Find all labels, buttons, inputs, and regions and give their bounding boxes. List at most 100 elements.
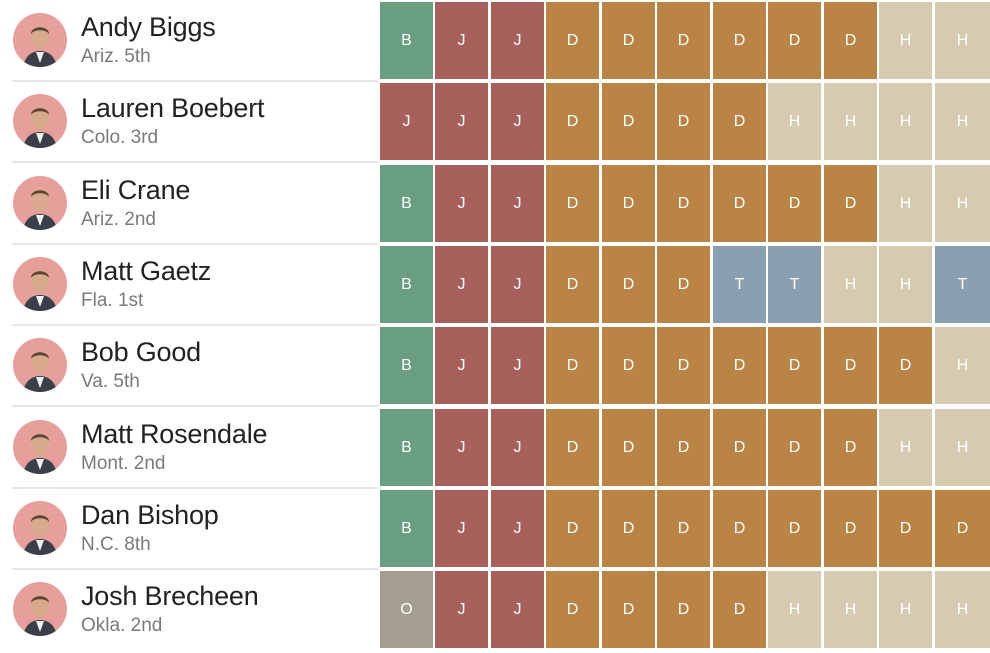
vote-cell: D bbox=[713, 83, 766, 160]
vote-cell: D bbox=[768, 2, 821, 79]
vote-cell: D bbox=[824, 165, 877, 242]
member-name: Lauren Boebert bbox=[81, 93, 265, 123]
vote-cell: D bbox=[602, 246, 655, 323]
vote-cell: H bbox=[935, 2, 990, 79]
vote-cell: D bbox=[546, 83, 599, 160]
member-name: Eli Crane bbox=[81, 175, 191, 205]
vote-cell: D bbox=[657, 327, 710, 404]
member-name: Andy Biggs bbox=[81, 12, 216, 42]
vote-cell: D bbox=[713, 571, 766, 648]
vote-cell: D bbox=[824, 409, 877, 486]
vote-cell: H bbox=[879, 165, 932, 242]
vote-cell: J bbox=[435, 246, 488, 323]
vote-cell: D bbox=[713, 327, 766, 404]
vote-cell: J bbox=[435, 571, 488, 648]
member-info: Bob Good Va. 5th bbox=[12, 325, 378, 406]
vote-cell: H bbox=[879, 246, 932, 323]
vote-cell: D bbox=[546, 409, 599, 486]
vote-cell: D bbox=[768, 409, 821, 486]
vote-cell: D bbox=[546, 165, 599, 242]
table-row: Matt Gaetz Fla. 1st B J J D D D T T H H T bbox=[0, 244, 990, 325]
portrait-icon bbox=[23, 107, 57, 148]
portrait-icon bbox=[23, 270, 57, 311]
vote-cell: J bbox=[380, 83, 433, 160]
vote-cell: D bbox=[824, 327, 877, 404]
vote-cell: D bbox=[879, 490, 932, 567]
vote-cell: D bbox=[713, 409, 766, 486]
row-divider bbox=[12, 568, 378, 570]
member-info: Matt Gaetz Fla. 1st bbox=[12, 244, 378, 325]
vote-cell: D bbox=[602, 490, 655, 567]
vote-cell: J bbox=[435, 327, 488, 404]
table-row: Dan Bishop N.C. 8th B J J D D D D D D D D bbox=[0, 488, 990, 569]
vote-cell: B bbox=[380, 2, 433, 79]
vote-cell: D bbox=[657, 165, 710, 242]
table-row: Bob Good Va. 5th B J J D D D D D D D H bbox=[0, 325, 990, 406]
member-name: Matt Rosendale bbox=[81, 419, 268, 449]
avatar bbox=[13, 94, 67, 148]
vote-cell: H bbox=[879, 571, 932, 648]
member-name: Matt Gaetz bbox=[81, 256, 212, 286]
vote-cell: D bbox=[713, 2, 766, 79]
member-info: Andy Biggs Ariz. 5th bbox=[12, 0, 378, 81]
vote-cell: H bbox=[935, 83, 990, 160]
vote-cell: J bbox=[435, 83, 488, 160]
vote-cell: J bbox=[435, 2, 488, 79]
row-divider bbox=[12, 161, 378, 163]
member-district: Fla. 1st bbox=[81, 290, 144, 311]
vote-cell: H bbox=[879, 83, 932, 160]
member-district: Mont. 2nd bbox=[81, 453, 166, 474]
vote-cell: J bbox=[491, 571, 544, 648]
portrait-icon bbox=[23, 595, 57, 636]
avatar bbox=[13, 176, 67, 230]
avatar bbox=[13, 13, 67, 67]
member-name: Josh Brecheen bbox=[81, 581, 259, 611]
vote-cell: H bbox=[824, 246, 877, 323]
member-district: Okla. 2nd bbox=[81, 615, 163, 636]
vote-cell: D bbox=[824, 490, 877, 567]
vote-cell: H bbox=[824, 571, 877, 648]
member-district: N.C. 8th bbox=[81, 534, 151, 555]
vote-cell: H bbox=[879, 2, 932, 79]
vote-cell: J bbox=[435, 490, 488, 567]
member-info: Dan Bishop N.C. 8th bbox=[12, 488, 378, 569]
vote-cell: T bbox=[713, 246, 766, 323]
vote-cell: D bbox=[602, 327, 655, 404]
row-divider bbox=[12, 405, 378, 407]
table-row: Eli Crane Ariz. 2nd B J J D D D D D D H H bbox=[0, 163, 990, 244]
vote-cell: D bbox=[935, 490, 990, 567]
vote-cell: D bbox=[657, 490, 710, 567]
vote-cell: T bbox=[768, 246, 821, 323]
vote-cell: B bbox=[380, 327, 433, 404]
vote-cell: J bbox=[491, 409, 544, 486]
vote-cell: D bbox=[824, 2, 877, 79]
member-district: Colo. 3rd bbox=[81, 127, 159, 148]
vote-cell: D bbox=[879, 327, 932, 404]
table-row: Josh Brecheen Okla. 2nd O J J D D D D H H H H bbox=[0, 569, 990, 650]
member-name: Bob Good bbox=[81, 337, 201, 367]
member-info: Josh Brecheen Okla. 2nd bbox=[12, 569, 378, 650]
vote-cell: B bbox=[380, 490, 433, 567]
vote-cell: D bbox=[546, 2, 599, 79]
vote-cell: D bbox=[657, 2, 710, 79]
vote-cell: H bbox=[935, 327, 990, 404]
vote-cell: J bbox=[491, 2, 544, 79]
vote-cell: D bbox=[768, 490, 821, 567]
vote-cell: J bbox=[491, 327, 544, 404]
member-info: Eli Crane Ariz. 2nd bbox=[12, 163, 378, 244]
avatar bbox=[13, 501, 67, 555]
avatar bbox=[13, 582, 67, 636]
avatar bbox=[13, 257, 67, 311]
vote-cell: H bbox=[768, 83, 821, 160]
vote-cell: D bbox=[546, 327, 599, 404]
member-district: Ariz. 2nd bbox=[81, 209, 156, 230]
vote-cell: B bbox=[380, 246, 433, 323]
table-row: Lauren Boebert Colo. 3rd J J J D D D D H H H H bbox=[0, 81, 990, 162]
vote-cell: H bbox=[768, 571, 821, 648]
